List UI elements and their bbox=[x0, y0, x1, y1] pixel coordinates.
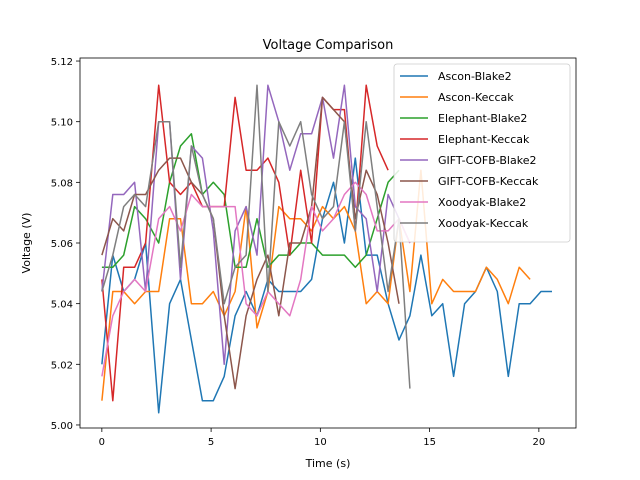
y-tick-label: 5.02 bbox=[51, 360, 73, 371]
y-tick-label: 5.06 bbox=[51, 239, 73, 250]
x-tick-label: 0 bbox=[99, 437, 105, 448]
x-tick-label: 5 bbox=[208, 437, 214, 448]
series-line-elephant-blake2 bbox=[101, 133, 400, 269]
y-tick-label: 5.00 bbox=[51, 421, 73, 432]
legend-label: Ascon-Blake2 bbox=[438, 70, 512, 83]
legend-label: Ascon-Keccak bbox=[438, 91, 514, 104]
chart-title: Voltage Comparison bbox=[263, 38, 394, 53]
legend-label: GIFT-COFB-Blake2 bbox=[438, 154, 536, 167]
x-tick-label: 10 bbox=[314, 437, 327, 448]
x-tick-label: 15 bbox=[423, 437, 436, 448]
x-axis: 0 5 10 15 20 bbox=[99, 428, 545, 448]
series-layer bbox=[101, 84, 552, 414]
legend-label: Elephant-Blake2 bbox=[438, 112, 527, 125]
series-line-xoodyak-keccak bbox=[101, 84, 411, 389]
legend-label: Elephant-Keccak bbox=[438, 133, 530, 146]
y-tick-label: 5.10 bbox=[51, 118, 73, 129]
y-tick-label: 5.12 bbox=[51, 57, 73, 68]
y-tick-label: 5.04 bbox=[51, 300, 73, 311]
legend-label: GIFT-COFB-Keccak bbox=[438, 175, 539, 188]
y-axis: 5.00 5.02 5.04 5.06 5.08 5.10 5.12 bbox=[51, 57, 80, 432]
series-line-xoodyak-blake2 bbox=[101, 181, 411, 377]
legend-label: Xoodyak-Keccak bbox=[438, 217, 529, 230]
legend-box bbox=[393, 63, 571, 243]
y-axis-label: Voltage (V) bbox=[20, 213, 33, 274]
x-tick-label: 20 bbox=[532, 437, 545, 448]
y-tick-label: 5.08 bbox=[51, 178, 73, 189]
legend: Ascon-Blake2 Ascon-Keccak Elephant-Blake2 E… bbox=[393, 63, 571, 243]
legend-label: Xoodyak-Blake2 bbox=[438, 196, 526, 209]
x-axis-label: Time (s) bbox=[305, 457, 351, 470]
